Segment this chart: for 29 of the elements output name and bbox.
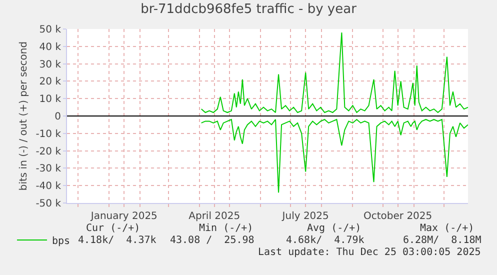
line-series <box>200 32 468 114</box>
y-tick-label: 40 k <box>39 42 62 53</box>
y-tick-label: 20 k <box>39 76 62 88</box>
text: 6.28M/ 8.18M <box>403 235 482 246</box>
text: 4.18k/ 4.37k <box>78 235 156 246</box>
y-tick-label: -50 k <box>36 198 62 210</box>
x-tick-label: October 2025 <box>364 211 432 222</box>
x-tick-label: July 2025 <box>281 211 329 222</box>
text: Max (-/+) <box>420 223 474 234</box>
text: Cur (-/+) <box>86 223 140 234</box>
x-tick-label: January 2025 <box>90 211 158 222</box>
y-tick-label: 50 k <box>39 24 62 36</box>
y-tick-label: 10 k <box>39 94 62 106</box>
chart-title: br-71ddcb968fe5 traffic - by year <box>140 2 358 18</box>
y-tick-label: -30 k <box>36 164 62 175</box>
legend-label: bps <box>52 236 70 247</box>
text: Last update: Thu Dec 25 03:00:05 2025 <box>258 247 481 258</box>
y-tick-label: -20 k <box>36 146 62 158</box>
text: Avg (-/+) <box>307 223 362 234</box>
text: Min (-/+) <box>199 223 254 234</box>
line-series <box>200 118 468 194</box>
text: 4.68k/ 4.79k <box>286 235 364 246</box>
x-tick-label: April 2025 <box>188 211 240 222</box>
y-tick-label: -10 k <box>36 128 62 140</box>
y-tick-label: 30 k <box>39 59 62 70</box>
y-tick-label: -40 k <box>36 181 62 192</box>
y-axis-title: bits in (-) / out (+) per second <box>18 41 30 191</box>
y-tick-label: 0 <box>54 112 61 122</box>
text: 43.08 / 25.98 <box>170 235 254 246</box>
